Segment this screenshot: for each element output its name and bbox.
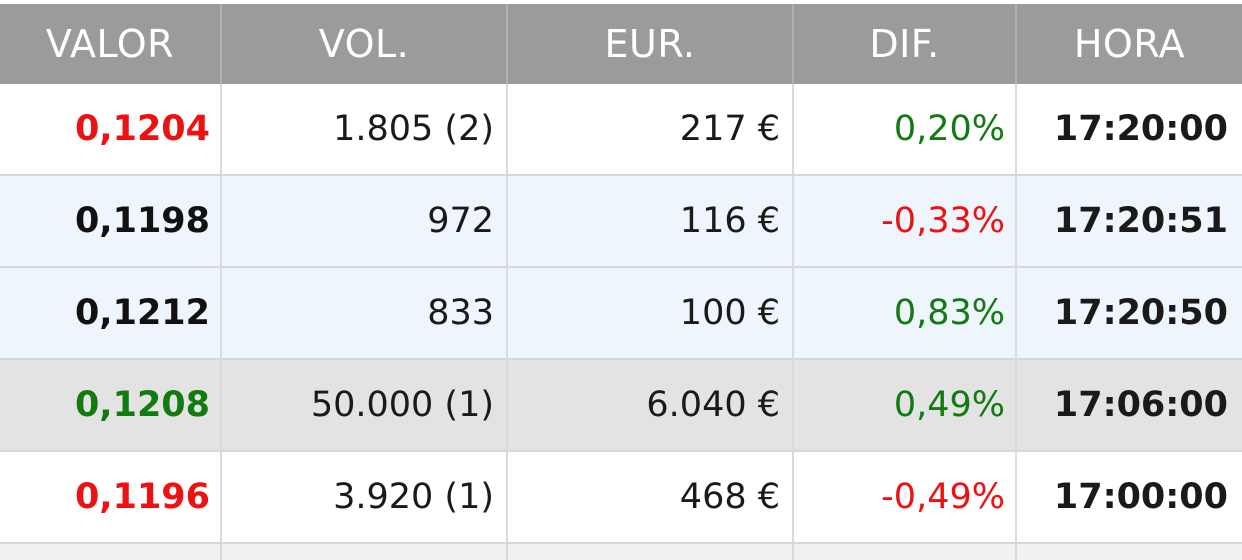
cell-eur: 100 € [508, 268, 794, 358]
header-hora[interactable]: HORA [1073, 22, 1186, 66]
header-valor[interactable]: VALOR [0, 4, 222, 84]
cell-eur [508, 544, 794, 560]
table-row[interactable]: 0,1208 50.000 (1) 6.040 € 0,49% 17:06:00 [0, 360, 1242, 452]
header-vol[interactable]: VOL. [222, 4, 508, 84]
cell-hora: 17:00:00 [1053, 477, 1228, 517]
cell-valor: 0,1198 [0, 176, 222, 266]
cell-hora: 17:06:00 [1053, 385, 1228, 425]
cell-hora [1017, 544, 1242, 560]
cell-vol: 3.920 (1) [222, 452, 508, 542]
cell-dif: -0,49% [794, 452, 1017, 542]
cell-valor: 0,1196 [0, 452, 222, 542]
table-row[interactable]: 0,1212 833 100 € 0,83% 17:20:50 [0, 268, 1242, 360]
cell-valor: 0,1212 [0, 268, 222, 358]
cell-valor: 0,1204 [0, 84, 222, 174]
cell-dif: 0,83% [794, 268, 1017, 358]
cell-dif: 0,20% [794, 84, 1017, 174]
cell-vol: 50.000 (1) [222, 360, 508, 450]
cell-dif: 0,49% [794, 360, 1017, 450]
cell-dif: -0,33% [794, 176, 1017, 266]
cell-eur: 468 € [508, 452, 794, 542]
cell-vol: 972 [222, 176, 508, 266]
cell-valor [0, 544, 222, 560]
table-header: VALOR VOL. EUR. DIF. HORA [0, 0, 1242, 84]
header-dif[interactable]: DIF. [794, 4, 1017, 84]
cell-eur: 6.040 € [508, 360, 794, 450]
cell-vol: 1.805 (2) [222, 84, 508, 174]
cell-hora: 17:20:00 [1053, 109, 1228, 149]
cell-valor: 0,1208 [0, 360, 222, 450]
cell-vol: 833 [222, 268, 508, 358]
cell-vol [222, 544, 508, 560]
table-row[interactable]: 0,1198 972 116 € -0,33% 17:20:51 [0, 176, 1242, 268]
cell-eur: 116 € [508, 176, 794, 266]
table-row[interactable]: 0,1196 3.920 (1) 468 € -0,49% 17:00:00 [0, 452, 1242, 544]
header-eur[interactable]: EUR. [508, 4, 794, 84]
cell-hora: 17:20:50 [1053, 293, 1228, 333]
table-row-partial[interactable] [0, 544, 1242, 560]
cell-dif [794, 544, 1017, 560]
cell-hora: 17:20:51 [1053, 201, 1228, 241]
cell-eur: 217 € [508, 84, 794, 174]
table-row[interactable]: 0,1204 1.805 (2) 217 € 0,20% 17:20:00 [0, 84, 1242, 176]
